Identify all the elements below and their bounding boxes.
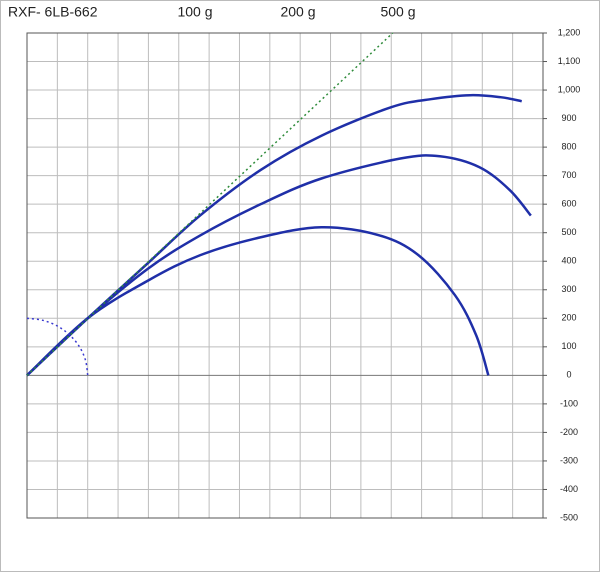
y-tick-label: 300 xyxy=(561,284,576,294)
y-tick-label: -400 xyxy=(560,484,578,494)
plot-frame xyxy=(26,32,544,519)
chart-title: RXF- 6LB-662 xyxy=(8,4,98,20)
y-tick-label: -100 xyxy=(560,398,578,408)
y-tick-label: 400 xyxy=(561,256,576,266)
y-tick-label: -500 xyxy=(560,512,578,522)
y-tick-label: -200 xyxy=(560,427,578,437)
y-tick-label: 500 xyxy=(561,227,576,237)
series-line xyxy=(26,154,532,377)
y-tick-label: -300 xyxy=(560,455,578,465)
y-tick-label: 900 xyxy=(561,113,576,123)
series-line xyxy=(26,32,394,376)
series-line xyxy=(26,226,490,377)
series-line xyxy=(26,317,89,376)
y-tick-label: 1,100 xyxy=(558,56,581,66)
y-tick-label: 100 xyxy=(561,341,576,351)
y-tick-label: 600 xyxy=(561,199,576,209)
legend-label: 100 g xyxy=(177,4,212,20)
y-tick-label: 1,200 xyxy=(558,27,581,37)
y-tick-label: 0 xyxy=(566,370,571,380)
y-tick-label: 1,000 xyxy=(558,84,581,94)
legend-label: 200 g xyxy=(280,4,315,20)
y-tick-label: 700 xyxy=(561,170,576,180)
y-tick-label: 800 xyxy=(561,141,576,151)
y-tick-label: 200 xyxy=(561,313,576,323)
legend-label: 500 g xyxy=(380,4,415,20)
